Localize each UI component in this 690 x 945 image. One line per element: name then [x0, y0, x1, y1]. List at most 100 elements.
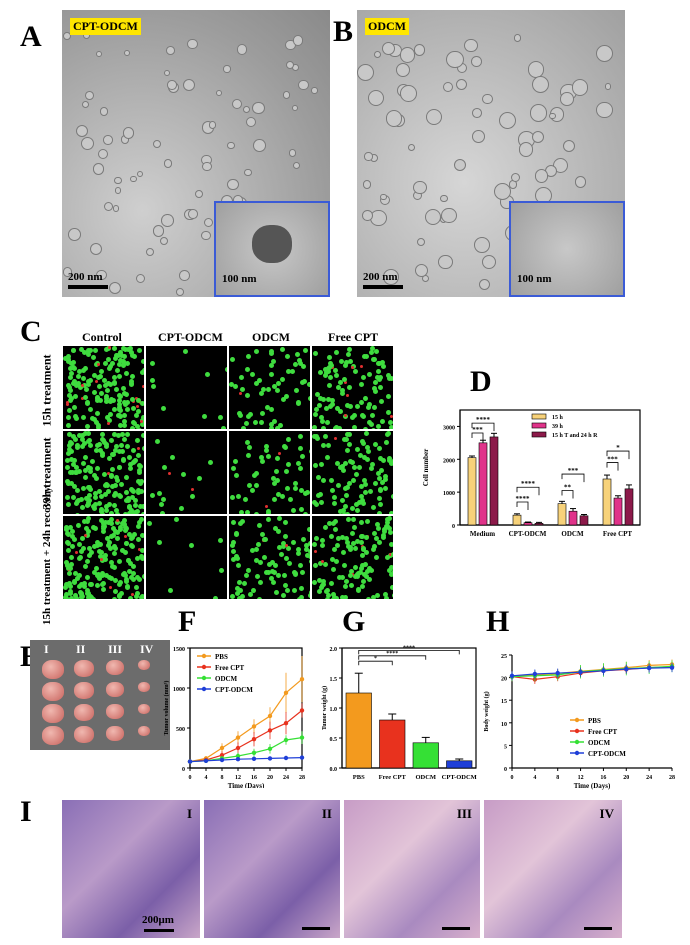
legend-label: 15 h — [552, 415, 564, 421]
cell — [368, 350, 374, 356]
cell — [272, 497, 278, 503]
cell — [212, 596, 218, 599]
cell — [383, 486, 389, 492]
data-point — [283, 755, 289, 761]
cell — [252, 419, 258, 425]
cell — [327, 404, 333, 409]
cell — [296, 546, 302, 552]
cell — [321, 425, 327, 429]
particle — [478, 278, 490, 291]
cell — [391, 457, 393, 463]
particle — [373, 50, 382, 59]
cell — [318, 492, 324, 498]
bar — [613, 497, 623, 526]
cell — [326, 397, 332, 403]
cell — [250, 587, 256, 593]
cell — [265, 569, 271, 575]
cell — [369, 465, 375, 471]
cell — [139, 420, 143, 424]
significance-label: **** — [403, 645, 415, 651]
particle — [159, 236, 169, 245]
particle — [549, 112, 556, 120]
cell — [136, 470, 142, 476]
sample-tag: ODCM — [365, 18, 409, 35]
cell — [219, 567, 225, 573]
cell — [128, 561, 134, 567]
cell — [330, 397, 336, 403]
cell — [111, 551, 117, 557]
cell — [75, 487, 81, 493]
cell — [386, 409, 392, 415]
cell — [237, 587, 243, 593]
x-tick-label: Free CPT — [379, 774, 407, 781]
cell — [361, 413, 366, 419]
particle — [534, 169, 549, 183]
particle — [438, 254, 453, 270]
cell — [387, 529, 393, 535]
cell — [320, 559, 324, 563]
particle — [112, 205, 120, 213]
cell — [139, 517, 144, 523]
cell — [112, 379, 118, 385]
cell — [112, 483, 118, 489]
cell — [307, 526, 310, 532]
cell — [359, 553, 365, 559]
cell — [137, 347, 143, 353]
cell — [81, 440, 87, 446]
cell — [123, 371, 129, 377]
cell — [319, 585, 325, 591]
cell — [378, 487, 384, 493]
particle — [562, 140, 575, 153]
cell — [95, 539, 101, 545]
particle — [292, 35, 303, 46]
cell — [359, 438, 365, 444]
cell — [363, 431, 369, 437]
particle — [575, 176, 587, 188]
cell — [208, 459, 214, 465]
cell — [121, 391, 127, 397]
scale-bar — [144, 929, 174, 932]
cell — [265, 505, 269, 509]
cell — [124, 489, 130, 495]
cell — [234, 553, 240, 559]
cell — [117, 592, 123, 598]
cell — [280, 493, 286, 499]
x-axis-label: Time (Days) — [574, 782, 611, 790]
cell — [64, 464, 70, 470]
cell — [73, 382, 79, 388]
cell — [335, 405, 341, 411]
cell — [109, 511, 115, 514]
bar — [446, 760, 473, 769]
cell — [378, 375, 384, 381]
cell — [250, 372, 256, 378]
data-point — [646, 665, 652, 671]
particle — [510, 173, 520, 183]
cell — [267, 561, 273, 567]
particle — [440, 194, 448, 203]
cell — [386, 394, 392, 400]
cell — [366, 401, 372, 407]
cell — [312, 541, 318, 547]
cell — [93, 476, 99, 482]
cell — [285, 437, 291, 443]
legend-swatch — [531, 431, 547, 438]
cell — [104, 441, 110, 447]
cell — [67, 366, 73, 371]
cell — [268, 350, 274, 356]
particle — [201, 230, 211, 241]
chart-f: 0 500 1000 1500 Tumor volume (mm³) 0 4 8 12 16 20 2… — [163, 647, 305, 788]
particle — [471, 55, 483, 67]
cell — [134, 585, 140, 591]
cell — [117, 494, 123, 500]
cell — [100, 573, 106, 579]
cell — [341, 376, 347, 382]
cell — [77, 589, 83, 595]
cell — [367, 420, 373, 426]
cell — [76, 433, 82, 439]
cell — [135, 487, 141, 493]
cell — [151, 383, 157, 389]
cell — [363, 490, 369, 496]
data-point — [219, 757, 225, 763]
cell — [355, 508, 361, 514]
legend-label: Free CPT — [588, 728, 618, 736]
